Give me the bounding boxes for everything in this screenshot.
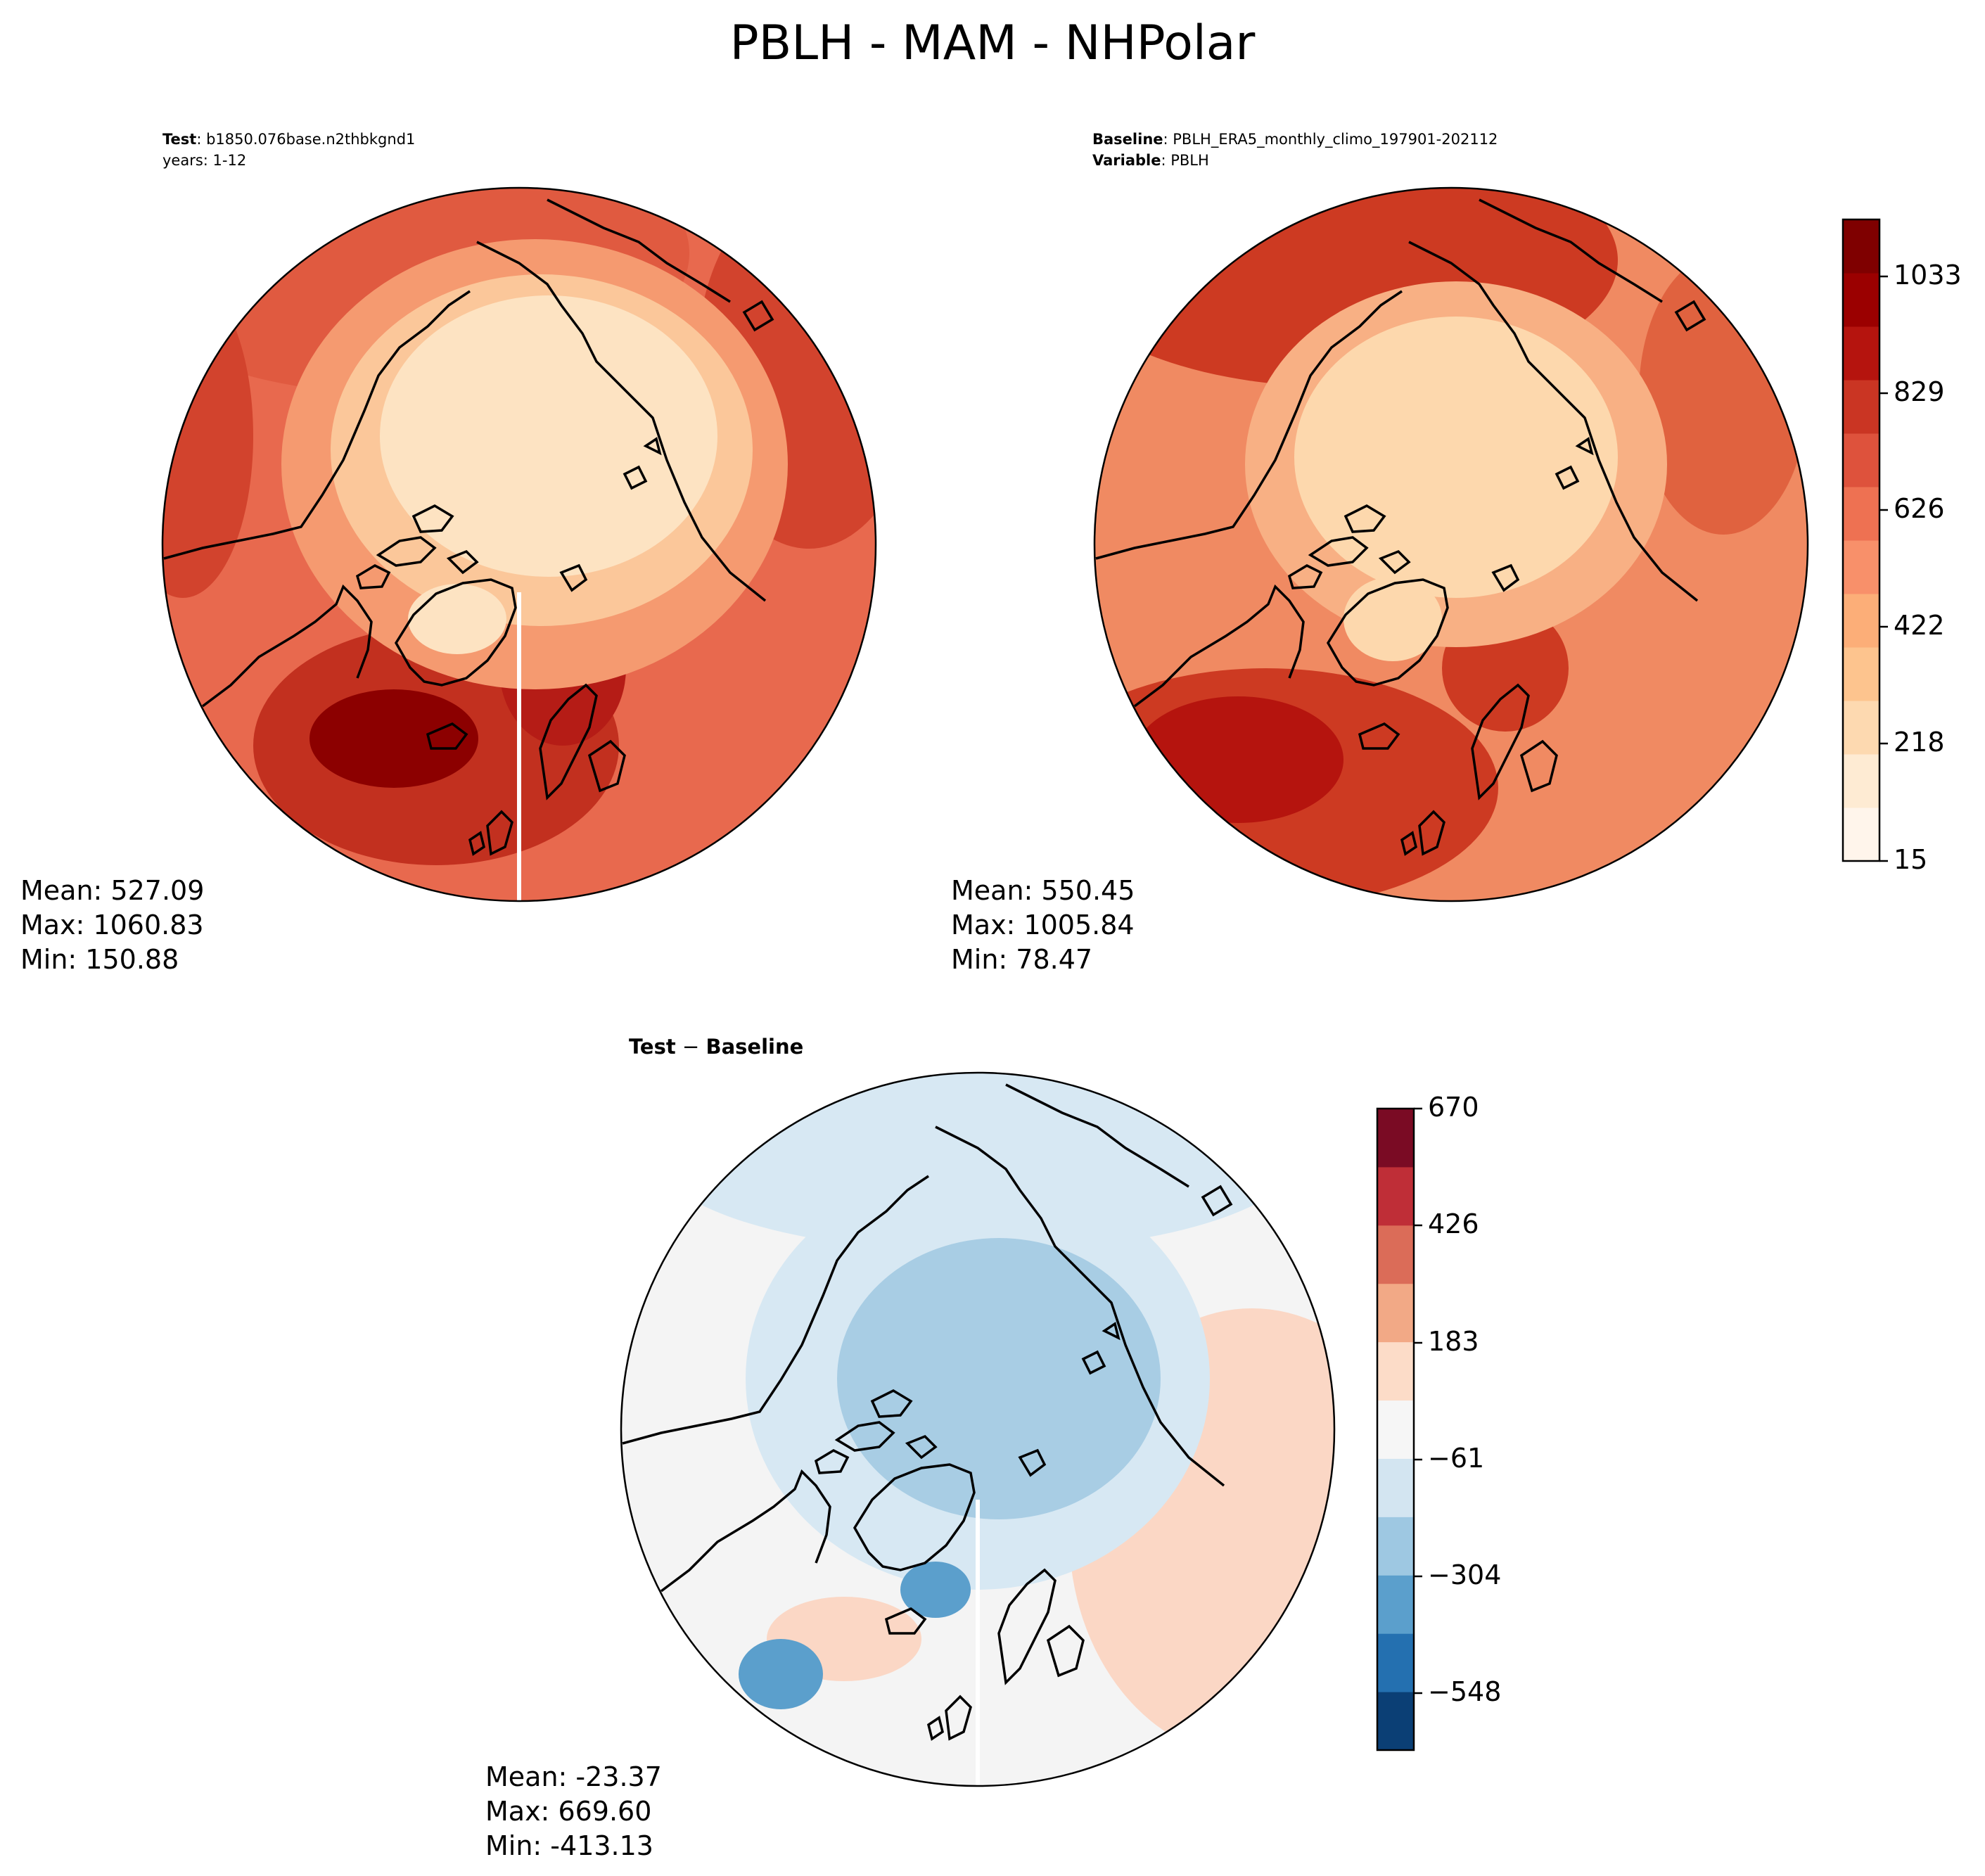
diff-colorbar-segment (1377, 1517, 1414, 1576)
diff-colorbar-tick-label: −304 (1428, 1559, 1502, 1590)
main-colorbar-segment (1843, 540, 1879, 594)
diff-colorbar-segment (1377, 1458, 1414, 1517)
main-colorbar-ticks (1879, 275, 1888, 862)
diff-colorbar-tick-label: −548 (1428, 1676, 1502, 1707)
main-colorbar-tick-label: 218 (1894, 727, 1945, 758)
baseline-max: Max: 1005.84 (951, 910, 1135, 940)
diff-min: Min: -413.13 (485, 1830, 653, 1861)
main-colorbar-tick-label: 1033 (1894, 260, 1962, 291)
diff-mean: Mean: -23.37 (485, 1761, 662, 1792)
figure-title: PBLH - MAM - NHPolar (729, 15, 1256, 71)
diff-colorbar-segment (1377, 1575, 1414, 1634)
test-label-text: : b1850.076base.n2thbkgnd1 (196, 131, 416, 148)
test-stats: Mean: 527.09 Max: 1060.83 Min: 150.88 (20, 874, 204, 977)
main-colorbar-frame (1842, 218, 1881, 862)
baseline-mean: Mean: 550.45 (951, 875, 1135, 906)
diff-title-sep: − (675, 1035, 706, 1059)
test-mean: Mean: 527.09 (20, 875, 205, 906)
baseline-stats: Mean: 550.45 Max: 1005.84 Min: 78.47 (951, 874, 1135, 977)
test-map (161, 186, 877, 902)
diff-map (620, 1071, 1336, 1787)
diff-colorbar-frame (1376, 1107, 1415, 1751)
main-colorbar-segment (1843, 433, 1879, 487)
diff-colorbar-tick-label: 183 (1428, 1326, 1479, 1357)
main-colorbar-tick-label: 829 (1894, 376, 1945, 407)
main-colorbar-segment (1843, 273, 1879, 327)
main-colorbar-segment (1843, 219, 1879, 274)
diff-title: Test − Baseline (629, 1035, 803, 1059)
test-label: Test: b1850.076base.n2thbkgnd1 years: 1-… (162, 129, 415, 171)
diff-colorbar-segment (1377, 1633, 1414, 1692)
diff-colorbar-tick-label: −61 (1428, 1443, 1485, 1474)
diff-title-test: Test (629, 1035, 676, 1059)
diff-colorbar-segment (1377, 1166, 1414, 1226)
diff-colorbar-tick-label: 426 (1428, 1208, 1479, 1239)
main-colorbar-segment (1843, 808, 1879, 862)
diff-colorbar-segment (1377, 1692, 1414, 1751)
diff-colorbar-segment (1377, 1283, 1414, 1343)
baseline-label-text: : PBLH_ERA5_monthly_climo_197901-202112 (1163, 131, 1498, 148)
test-min: Min: 150.88 (20, 944, 179, 975)
baseline-label-bold: Baseline (1092, 131, 1163, 148)
test-label-bold: Test (162, 131, 197, 148)
diff-colorbar-segment (1377, 1400, 1414, 1459)
diff-colorbar-segment (1377, 1109, 1414, 1168)
main-colorbar-segment (1843, 487, 1879, 541)
main-colorbar-segment (1843, 380, 1879, 434)
main-colorbar-segment (1843, 326, 1879, 381)
variable-label-bold: Variable (1092, 152, 1161, 169)
main-colorbar-segment (1843, 647, 1879, 701)
baseline-label: Baseline: PBLH_ERA5_monthly_climo_197901… (1092, 129, 1498, 171)
test-years: years: 1-12 (162, 152, 247, 169)
baseline-min: Min: 78.47 (951, 944, 1093, 975)
main-colorbar-tick-label: 422 (1894, 610, 1945, 641)
test-max: Max: 1060.83 (20, 910, 204, 940)
main-colorbar-tick-label: 626 (1894, 493, 1945, 524)
diff-title-baseline: Baseline (706, 1035, 804, 1059)
main-colorbar-segment (1843, 594, 1879, 648)
main-colorbar (1843, 219, 1879, 862)
diff-colorbar (1377, 1109, 1414, 1751)
main-colorbar-segment (1843, 701, 1879, 755)
main-colorbar-tick-label: 15 (1894, 844, 1928, 875)
diff-colorbar-segment (1377, 1225, 1414, 1284)
diff-colorbar-tick-label: 670 (1428, 1092, 1479, 1123)
baseline-map (1093, 186, 1809, 902)
diff-colorbar-segment (1377, 1341, 1414, 1401)
variable-label-text: : PBLH (1161, 152, 1209, 169)
diff-colorbar-ticks (1414, 1107, 1422, 1695)
diff-max: Max: 669.60 (485, 1796, 652, 1827)
diff-stats: Mean: -23.37 Max: 669.60 Min: -413.13 (485, 1760, 662, 1863)
main-colorbar-segment (1843, 754, 1879, 808)
